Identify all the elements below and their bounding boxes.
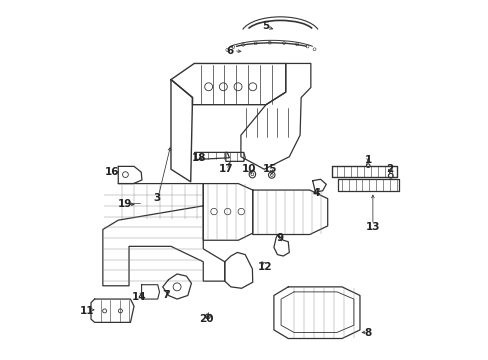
Text: 10: 10 [241,164,256,174]
Text: 5: 5 [262,21,269,31]
Text: 15: 15 [263,164,277,174]
Text: 13: 13 [365,222,379,232]
Text: 6: 6 [226,46,233,56]
Text: 11: 11 [80,306,95,316]
Text: 12: 12 [258,262,272,272]
Text: 8: 8 [364,328,371,338]
Text: 16: 16 [105,167,120,177]
Text: 14: 14 [131,292,146,302]
Text: 7: 7 [162,291,169,301]
Text: 3: 3 [153,193,160,203]
Text: 20: 20 [199,314,214,324]
Text: 19: 19 [118,199,132,210]
Text: 2: 2 [386,164,392,174]
Text: 17: 17 [218,164,233,174]
Text: 9: 9 [276,233,283,243]
Text: 1: 1 [364,155,371,165]
Text: 18: 18 [191,153,205,163]
Text: 4: 4 [312,188,319,198]
